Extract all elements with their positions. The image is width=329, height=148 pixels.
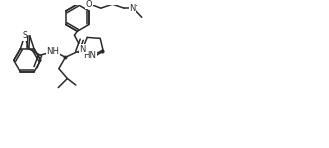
Text: N: N <box>79 45 86 54</box>
Text: HN: HN <box>83 51 96 60</box>
Text: S: S <box>22 31 27 40</box>
Text: NH: NH <box>46 47 59 56</box>
Text: N: N <box>129 4 136 13</box>
Text: O: O <box>86 0 92 9</box>
